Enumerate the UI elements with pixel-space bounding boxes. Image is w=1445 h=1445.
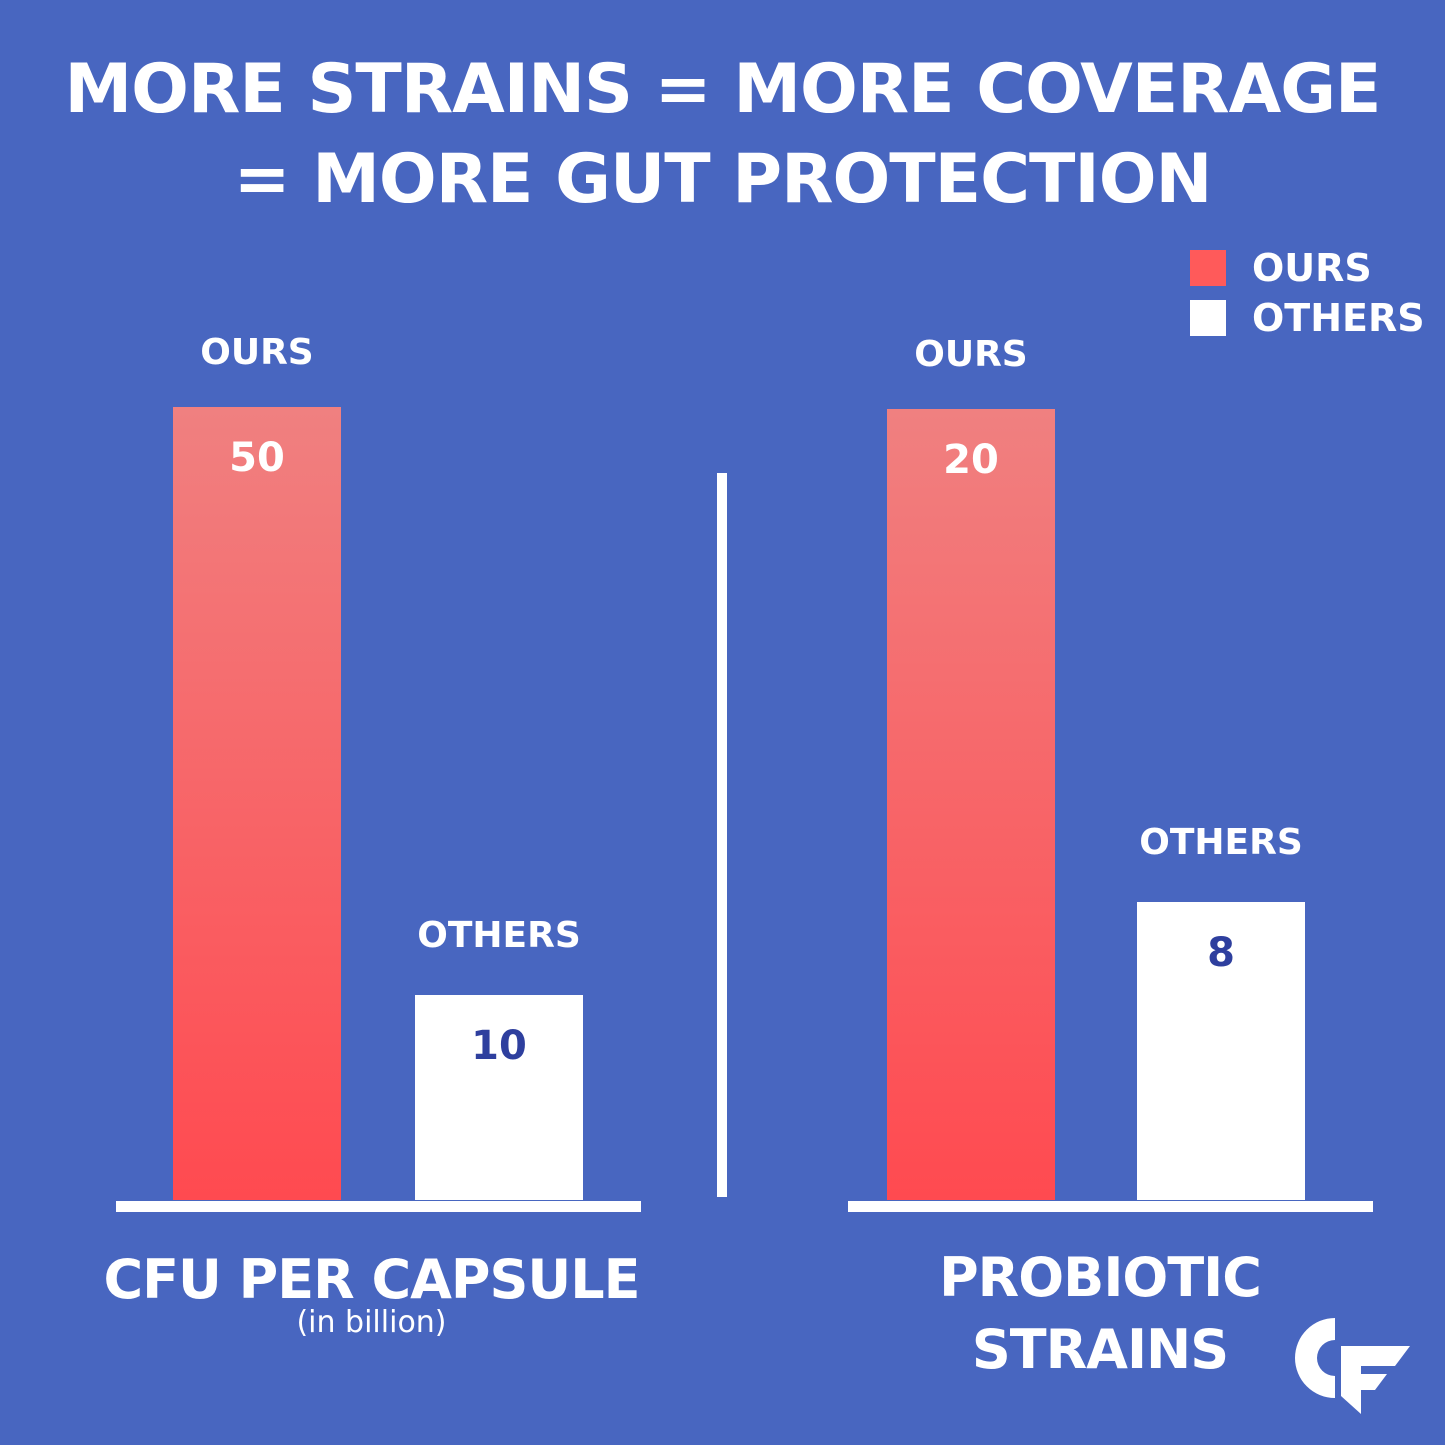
baseline (848, 1201, 1373, 1212)
legend-swatch-ours (1190, 250, 1226, 286)
data-label: 20 (943, 437, 999, 483)
bar-ours: 20 OURS (887, 334, 1055, 1200)
data-label: 8 (1207, 930, 1235, 977)
divider (717, 473, 727, 1197)
legend-swatch-others (1190, 300, 1226, 336)
bar-category-label: OTHERS (417, 914, 581, 956)
legend-label: OURS (1252, 246, 1372, 290)
title-line-2: = MORE GUT PROTECTION (233, 140, 1213, 219)
bar-ours: 50 OURS (173, 332, 341, 1200)
data-label: 10 (471, 1022, 527, 1069)
axis-title-line-1: PROBIOTIC (939, 1246, 1262, 1309)
bar-category-label: OTHERS (1139, 822, 1303, 864)
bar-others: 8 OTHERS (1137, 822, 1305, 1200)
legend-others: OTHERS (1190, 296, 1425, 340)
data-label: 50 (229, 435, 285, 481)
bar-category-label: OURS (200, 332, 314, 373)
legend-ours: OURS (1190, 246, 1372, 290)
title-line-1: MORE STRAINS = MORE COVERAGE (64, 50, 1382, 129)
bar-category-label: OURS (914, 334, 1028, 375)
axis-title: CFU PER CAPSULE (103, 1248, 640, 1311)
baseline (116, 1201, 641, 1212)
cf-logo-icon (1295, 1318, 1410, 1414)
axis-title-line-2: STRAINS (971, 1318, 1229, 1381)
legend-label: OTHERS (1252, 296, 1425, 340)
axis-subtitle: (in billion) (296, 1305, 447, 1340)
bar-others: 10 OTHERS (415, 915, 583, 1200)
